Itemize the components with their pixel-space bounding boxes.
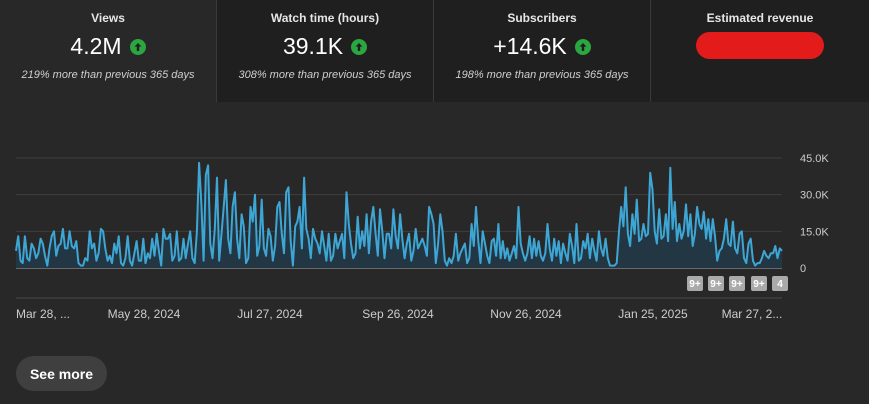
x-tick-label: Nov 26, 2024 [490, 307, 562, 321]
metric-value: 39.1K [282, 33, 344, 59]
x-tick-label: Mar 28, ... [16, 307, 70, 321]
views-series-line [15, 161, 783, 267]
x-tick-label: Sep 26, 2024 [362, 307, 434, 321]
video-badge [687, 276, 703, 291]
metric-comparison-text: 308% more than previous 365 days [238, 69, 412, 81]
video-badge [708, 276, 724, 291]
x-tick-label: Mar 27, 2... [722, 307, 783, 321]
y-tick-label: 45.0K [800, 153, 829, 165]
metric-label: Estimated revenue [706, 11, 814, 25]
metric-value: +14.6K [493, 33, 567, 59]
video-badge-label: 9+ [710, 279, 722, 290]
video-badge [729, 276, 745, 291]
video-badge-label: 9+ [753, 279, 765, 290]
metric-value-row: 39.1K [217, 33, 433, 60]
metric-label: Subscribers [507, 11, 577, 25]
y-tick-label: 15.0K [800, 226, 829, 238]
arrow-up-icon [574, 38, 591, 55]
metric-label: Views [91, 11, 125, 25]
see-more-button[interactable]: See more [16, 356, 107, 391]
metric-comparison-text: 219% more than previous 365 days [21, 69, 195, 81]
arrow-up-icon [351, 38, 368, 55]
metric-tabs: Views 4.2M 219% more than previous 365 d… [0, 0, 869, 102]
x-tick-label: Jan 25, 2025 [618, 307, 688, 321]
x-tick-label: Jul 27, 2024 [237, 307, 303, 321]
video-badge-label: 9+ [731, 279, 743, 290]
video-badge-label: 4 [777, 279, 783, 290]
y-tick-label: 30.0K [800, 190, 829, 202]
metric-tab-subscribers[interactable]: Subscribers +14.6K 198% more than previo… [434, 0, 651, 102]
y-tick-label: 0 [800, 263, 806, 275]
video-badge [751, 276, 767, 291]
metric-tab-views[interactable]: Views 4.2M 219% more than previous 365 d… [0, 0, 217, 102]
metric-tab-watch-time[interactable]: Watch time (hours) 39.1K 308% more than … [217, 0, 434, 102]
metric-value: 4.2M [70, 33, 122, 59]
video-badge [772, 276, 788, 291]
views-chart: 45.0K 30.0K 15.0K 0 9+ 9+ 9+ 9+ 4 Mar 28, ... May … [15, 153, 829, 321]
video-badge-label: 9+ [689, 279, 701, 290]
views-series-area [16, 162, 782, 268]
metric-value-row: +14.6K [434, 33, 650, 60]
metric-comparison-text: 198% more than previous 365 days [455, 69, 629, 81]
x-tick-label: May 28, 2024 [108, 307, 181, 321]
metric-label: Watch time (hours) [270, 11, 380, 25]
arrow-up-icon [129, 38, 146, 55]
redacted-value [696, 32, 824, 59]
metric-value-row: 4.2M [0, 33, 216, 60]
metric-tab-estimated-revenue[interactable]: Estimated revenue [651, 0, 869, 102]
